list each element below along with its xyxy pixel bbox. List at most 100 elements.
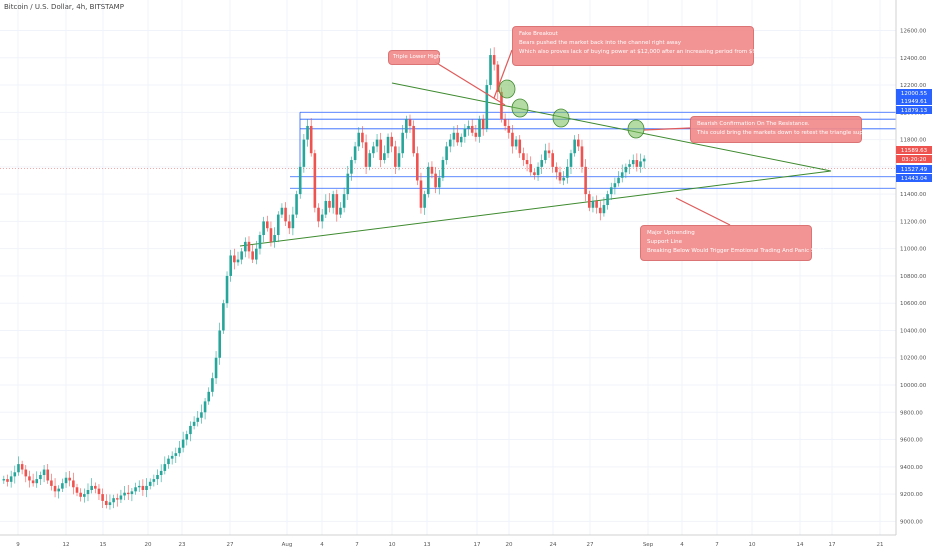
candle-body: [189, 425, 192, 435]
candle-body: [624, 166, 628, 173]
candle-body: [642, 158, 646, 162]
candle-body: [31, 480, 35, 484]
candle-body: [20, 464, 24, 470]
candle-body: [489, 55, 492, 86]
candle-body: [94, 485, 97, 489]
x-tick-label: 10: [389, 542, 396, 548]
candle-body: [569, 153, 573, 167]
candle-body: [68, 477, 71, 481]
candle-body: [108, 502, 112, 506]
candle-body: [24, 469, 28, 477]
price-tag: [896, 89, 932, 97]
candle-body: [255, 248, 258, 260]
price-tag-label: 03:20:20: [902, 157, 927, 163]
candle-body: [137, 485, 141, 488]
y-tick-label: 10400.00: [900, 328, 927, 334]
y-tick-label: 11800.00: [900, 138, 927, 144]
candle-body: [357, 132, 361, 147]
candle-body: [536, 166, 540, 176]
candle-body: [306, 125, 309, 140]
candle-body: [233, 255, 236, 263]
y-tick-label: 12400.00: [900, 56, 927, 62]
arrow-bearish-confirmation: [643, 127, 691, 131]
candle-body: [434, 173, 437, 188]
candle-body: [448, 139, 452, 147]
candle-body: [544, 150, 547, 161]
price-tag: [896, 97, 932, 105]
x-tick-label: 4: [320, 542, 324, 548]
candle-body: [152, 479, 156, 482]
candle-body: [511, 132, 514, 147]
candle-body: [298, 166, 302, 195]
candle-body: [342, 194, 346, 208]
candle-body: [555, 166, 558, 173]
candle-body: [441, 160, 445, 178]
candle-body: [269, 228, 273, 242]
price-tag-label: 12000.55: [901, 91, 928, 97]
candle-body: [566, 166, 569, 178]
candle-body: [580, 146, 584, 167]
candle-body: [368, 153, 372, 167]
candle-body: [463, 128, 467, 137]
y-tick-label: 10800.00: [900, 274, 927, 280]
candle-body: [64, 477, 68, 484]
candle-body: [170, 455, 174, 459]
candle-body: [547, 150, 551, 154]
chart-grid: [0, 0, 896, 535]
price-tag-label: 11527.49: [901, 167, 928, 173]
chart-title: Bitcoin / U.S. Dollar, 4h, BITSTAMP: [4, 3, 124, 11]
candle-body: [97, 488, 101, 495]
candle-body: [75, 487, 79, 493]
candle-body: [562, 177, 565, 181]
candle-body: [148, 481, 152, 486]
x-tick-label: 10: [749, 542, 756, 548]
fake-breakout-line1: Bears pushed the market back into the ch…: [519, 40, 681, 46]
candle-body: [86, 490, 90, 495]
y-tick-label: 9000.00: [900, 519, 923, 525]
y-tick-label: 9200.00: [900, 492, 923, 498]
uptrending-support-line1: Major Uptrending: [647, 230, 695, 236]
candle-body: [178, 447, 181, 454]
y-tick-label: 9800.00: [900, 410, 923, 416]
candle-body: [628, 164, 631, 167]
candle-body: [507, 125, 511, 133]
candle-body: [83, 494, 86, 497]
candle-body: [631, 160, 635, 165]
candle-body: [196, 417, 200, 422]
candle-body: [90, 485, 93, 491]
touch-circle: [627, 119, 645, 139]
candle-body: [200, 412, 203, 418]
touch-circle: [498, 79, 516, 99]
candle-body: [577, 139, 580, 147]
price-tag: [896, 165, 932, 173]
candle-body: [291, 214, 295, 229]
y-tick-label: 12200.00: [900, 83, 927, 89]
fake-breakout-title: Fake Breakout: [519, 31, 558, 37]
candle-body: [214, 357, 218, 379]
candle-body: [328, 200, 331, 208]
candle-body: [503, 119, 507, 126]
candle-body: [339, 207, 342, 215]
candle-body: [375, 139, 379, 147]
candle-body: [218, 330, 222, 358]
candle-body: [390, 136, 393, 147]
y-tick-label: 11400.00: [900, 192, 927, 198]
candle-body: [591, 200, 595, 208]
arrow-fake-breakout: [493, 49, 513, 99]
candle-body: [284, 207, 287, 222]
candle-body: [331, 194, 335, 208]
time-axis: 9 12 15 20 23 27 Aug 4 7 10 13 17 20 24 27 Sep 4 7 10 14 17 2…: [16, 542, 883, 548]
bearish-confirmation-note: Bearish Confirmation On The Resistance. …: [690, 116, 874, 143]
candle-body: [412, 125, 415, 154]
candle-body: [324, 200, 328, 215]
candle-body: [405, 119, 408, 133]
candle-body: [167, 458, 170, 465]
price-tag-label: 11589.63: [901, 148, 928, 154]
uptrending-support-note: Major Uptrending Support Line Breaking B…: [640, 225, 825, 261]
candle-body: [130, 491, 134, 495]
candle-body: [112, 498, 115, 503]
uptrending-support-line2: Support Line: [647, 239, 682, 245]
candle-body: [225, 275, 229, 304]
candle-body: [258, 235, 262, 249]
